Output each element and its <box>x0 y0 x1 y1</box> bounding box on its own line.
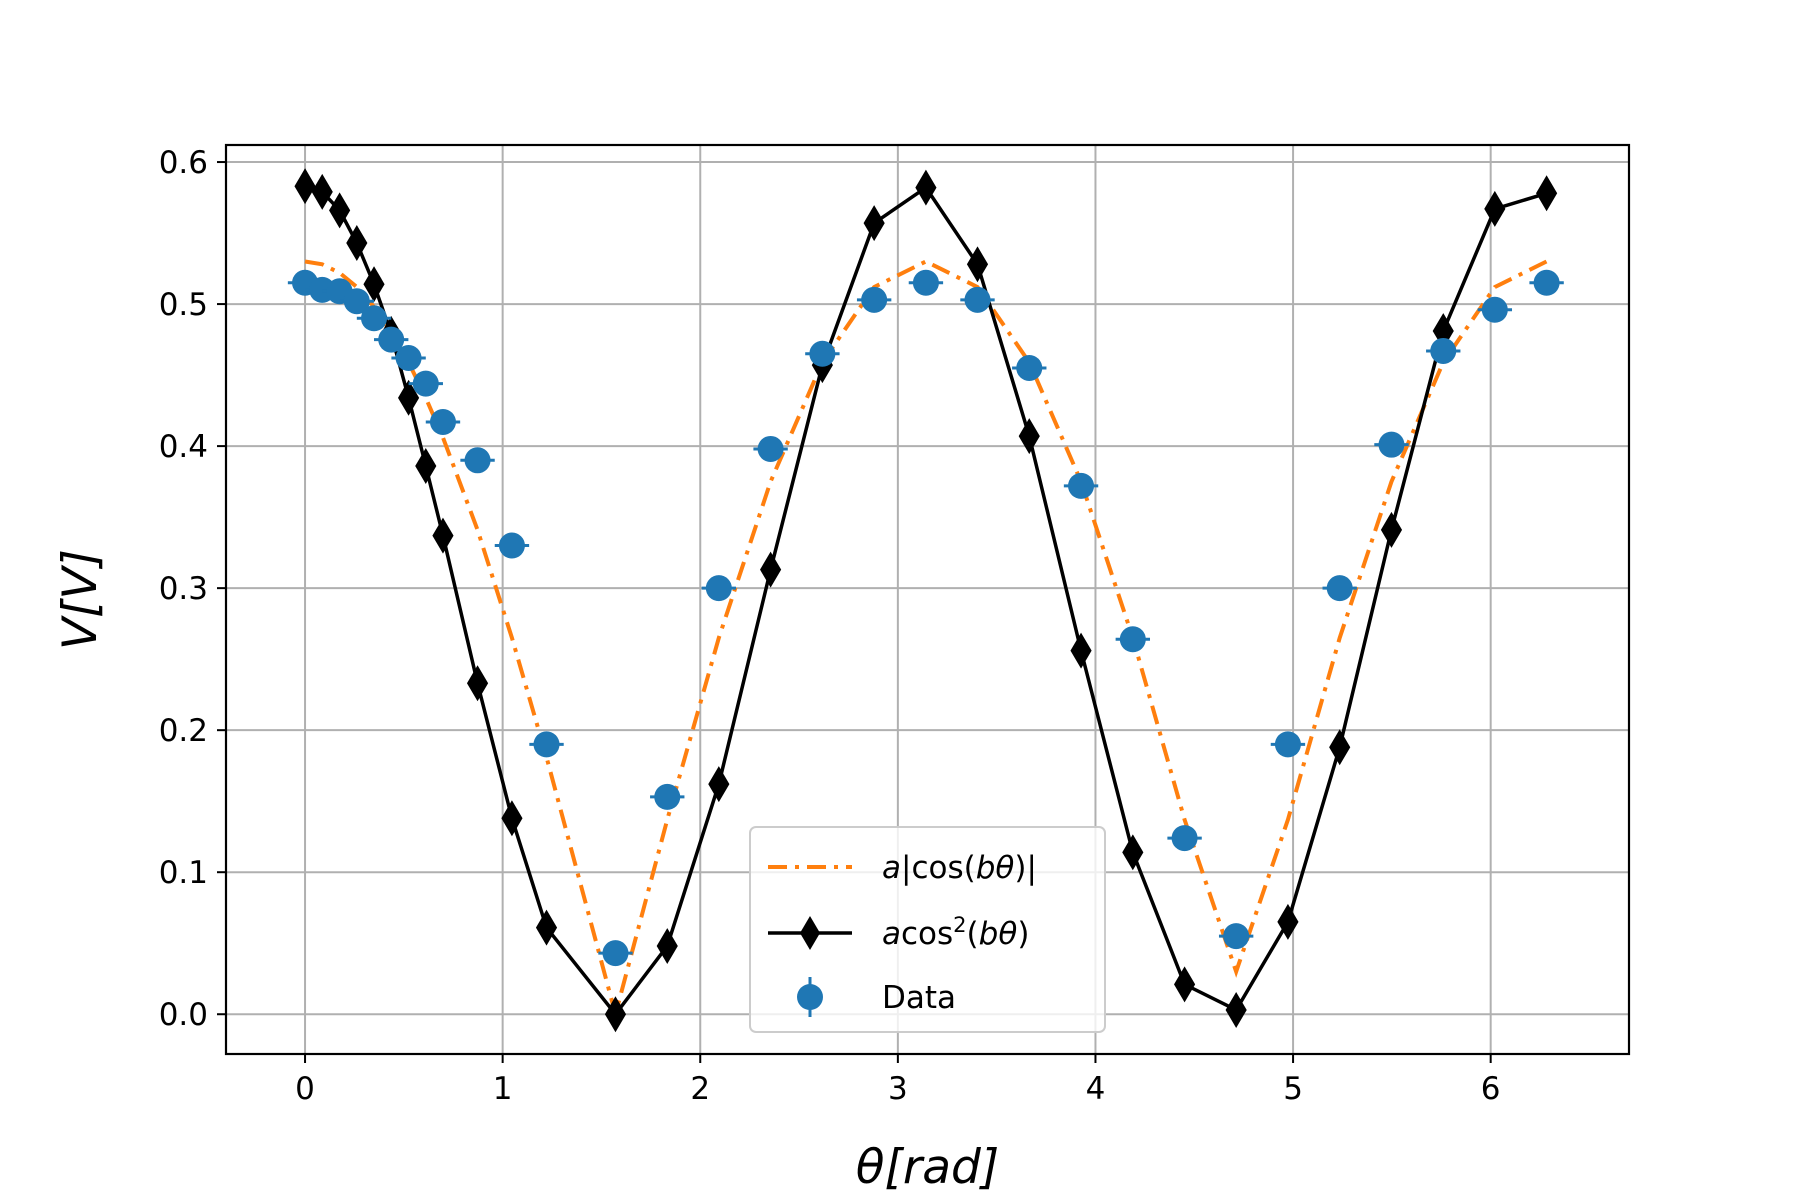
cos-squared-marker <box>863 205 885 242</box>
data-point <box>1274 731 1301 758</box>
data-point <box>1430 337 1457 364</box>
legend-label-cos-squared: acos2(bθ) <box>882 913 1029 952</box>
cos-squared-marker <box>656 928 678 965</box>
axis-ticks: 0 1 2 3 4 5 6 0.0 0.1 0.2 0.3 0.4 0.5 0.6 <box>159 145 1501 1107</box>
cos-squared-marker <box>1225 991 1247 1028</box>
cos-squared-marker <box>1484 190 1506 227</box>
legend-label-part: |cos( <box>901 850 976 886</box>
cos-squared-marker <box>432 517 454 554</box>
cos-squared-marker <box>760 551 782 588</box>
data-point <box>1068 472 1095 499</box>
data-point <box>412 370 439 397</box>
data-point <box>1533 269 1560 296</box>
legend-label-part: cos <box>901 916 953 952</box>
cos-squared-marker <box>604 996 627 1033</box>
cos-squared-marker <box>1173 966 1196 1003</box>
cos-squared-marker <box>466 665 489 702</box>
x-tick-label: 4 <box>1086 1071 1106 1107</box>
data-point <box>361 305 388 332</box>
data-point <box>1119 626 1146 653</box>
series-2 <box>287 269 1564 967</box>
data-point <box>533 731 560 758</box>
cos-squared-marker <box>294 168 316 205</box>
x-tick-label: 6 <box>1481 1071 1501 1107</box>
data-point <box>378 326 405 353</box>
legend-label-data: Data <box>882 980 956 1016</box>
data-point <box>912 269 939 296</box>
cos-squared-marker <box>415 448 437 484</box>
x-tick-label: 1 <box>493 1071 513 1107</box>
legend-label-part: bθ <box>976 850 1015 886</box>
cos-squared-marker <box>915 169 937 206</box>
plot-series <box>287 168 1564 1033</box>
legend-label-part: bθ <box>979 916 1018 952</box>
data-point <box>343 288 370 315</box>
x-tick-label: 3 <box>888 1071 908 1107</box>
data-point <box>1223 923 1250 950</box>
cos-squared-marker <box>329 192 351 229</box>
data-point <box>861 286 888 313</box>
legend-marker-data <box>797 984 823 1010</box>
data-point <box>757 435 784 462</box>
plot-frame <box>224 143 1631 1056</box>
cos-squared-marker <box>708 766 730 803</box>
data-point <box>654 783 681 810</box>
data-point <box>705 575 732 602</box>
x-tick-label: 5 <box>1283 1071 1303 1107</box>
data-point <box>1326 575 1353 602</box>
data-point <box>395 345 422 372</box>
cos-squared-marker <box>363 266 385 303</box>
legend-label-superscript: 2 <box>953 913 966 937</box>
legend-label-part: ) <box>1017 916 1029 952</box>
y-tick-label: 0.5 <box>159 287 208 323</box>
data-point <box>1016 354 1043 381</box>
x-axis-label: θ[rad] <box>856 1140 999 1195</box>
cos-squared-marker <box>1380 511 1403 548</box>
cos-squared-marker <box>1122 834 1144 871</box>
data-point <box>1378 431 1405 458</box>
x-tick-label: 0 <box>295 1071 315 1107</box>
data-point <box>602 940 629 967</box>
cos-squared-marker <box>1070 632 1092 669</box>
cos-squared-marker <box>346 225 368 261</box>
y-axis-label: V[V] <box>53 549 108 650</box>
legend: a|cos(bθ)|acos2(bθ)Data <box>749 826 1106 1033</box>
y-tick-label: 0.0 <box>159 997 208 1033</box>
cos-squared-marker <box>398 379 420 416</box>
data-point <box>498 532 525 559</box>
legend-label-part: a <box>882 916 901 952</box>
data-point <box>1171 825 1198 852</box>
data-point <box>464 447 491 474</box>
x-tick-label: 2 <box>690 1071 710 1107</box>
legend-box <box>749 826 1106 1033</box>
data-point <box>1481 296 1508 323</box>
abs-cos-fit-line <box>304 259 1548 1022</box>
cos-squared-marker <box>501 800 523 837</box>
data-point <box>429 408 456 435</box>
legend-label-part: ( <box>967 916 979 952</box>
cos-squared-marker <box>966 246 989 283</box>
legend-label-abs-cos: a|cos(bθ)| <box>882 850 1037 886</box>
data-point <box>809 340 836 367</box>
legend-marker-cos-squared <box>800 916 820 950</box>
y-tick-label: 0.6 <box>159 145 208 181</box>
legend-label-part: a <box>882 850 901 886</box>
y-tick-label: 0.4 <box>159 429 208 465</box>
grid <box>226 145 1629 1054</box>
cos-squared-marker <box>535 909 558 946</box>
cos-squared-marker <box>1277 903 1299 940</box>
y-tick-label: 0.3 <box>159 571 208 607</box>
series-0 <box>304 259 1548 1022</box>
legend-label-part: )| <box>1014 850 1037 886</box>
cos-squared-marker <box>1329 729 1351 766</box>
cos-squared-marker <box>1018 418 1040 455</box>
data-point <box>964 286 991 313</box>
y-tick-label: 0.2 <box>159 713 208 749</box>
y-tick-label: 0.1 <box>159 855 208 891</box>
cos-squared-marker <box>1536 175 1558 212</box>
cos-squared-marker <box>311 173 333 210</box>
